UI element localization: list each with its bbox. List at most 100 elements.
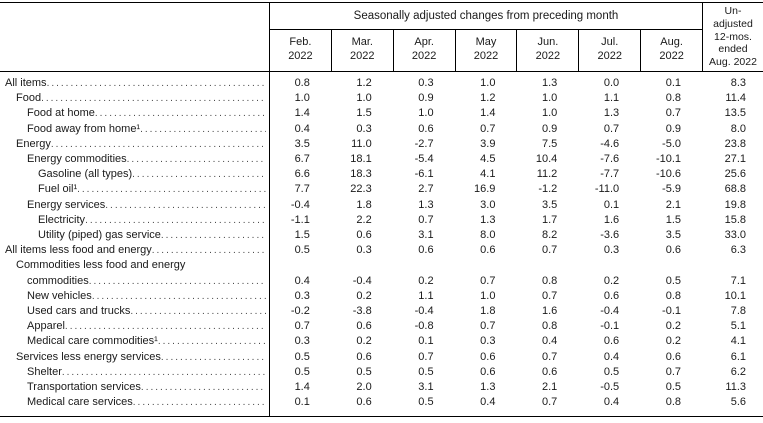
cell-mar: 0.3 <box>356 122 372 135</box>
cell-apr: 3.1 <box>418 229 434 242</box>
row-label: Food away from home¹ <box>0 121 270 137</box>
cell-12mo-unadjusted: 25.6 <box>724 168 747 181</box>
row-label-text: Fuel oil¹ <box>38 183 78 196</box>
cell-feb: 6.7 <box>294 153 310 166</box>
cell-feb: 0.4 <box>294 274 310 287</box>
cell-aug: 0.5 <box>665 381 682 394</box>
dot-leader <box>132 167 266 182</box>
table-body: All items 0.8 1.2 0.3 1.0 1.3 0.0 0.1 8.3 Food 1.0… <box>0 72 763 418</box>
dot-leader <box>161 350 266 365</box>
row-label-text: Energy services <box>27 198 106 211</box>
cell-jun: 0.7 <box>542 289 558 302</box>
cell-may: 0.7 <box>480 320 496 333</box>
dot-leader <box>105 198 266 213</box>
cell-feb: 6.6 <box>294 168 310 181</box>
table-row: Medical care commodities¹ 0.3 0.2 0.1 0.3 0.4… <box>0 334 763 350</box>
seasonally-adjusted-columns: Seasonally adjusted changes from precedi… <box>270 3 703 71</box>
row-label-text: Electricity <box>38 213 86 226</box>
table-row: Energy 3.5 11.0 -2.7 3.9 7.5 -4.6 -5.0 23.8 <box>0 136 763 153</box>
cell-apr: -5.4 <box>414 153 434 166</box>
cell-jun: 2.1 <box>542 381 558 394</box>
cell-may: 1.0 <box>480 289 496 302</box>
cell-aug: 1.5 <box>665 213 682 226</box>
cell-aug: 0.9 <box>665 122 682 135</box>
cell-jun: 0.8 <box>542 274 558 287</box>
cell-aug: -10.6 <box>655 168 682 181</box>
cell-jul: 0.1 <box>603 198 620 211</box>
month-header-apr: Apr. 2022 <box>394 30 456 71</box>
cell-aug: 0.7 <box>665 365 682 378</box>
row-label: Energy commodities <box>0 152 270 168</box>
cell-apr: 0.5 <box>418 396 434 409</box>
dot-leader <box>85 213 266 228</box>
cell-may: 16.9 <box>474 183 496 196</box>
row-label: Food at home <box>0 106 270 122</box>
row-label-text: Food at home <box>27 107 95 120</box>
cell-aug: 0.1 <box>665 77 682 89</box>
cell-feb: 0.7 <box>294 320 310 333</box>
table-row: Used cars and trucks -0.2 -3.8 -0.4 1.8 1.6 -0… <box>0 304 763 320</box>
cell-12mo-unadjusted: 5.6 <box>730 396 747 409</box>
row-label-text: Food away from home¹ <box>27 122 141 135</box>
table-row: All items 0.8 1.2 0.3 1.0 1.3 0.0 0.1 8.3 <box>0 76 763 92</box>
table-row: Electricity -1.1 2.2 0.7 1.3 1.7 1.6 1.5 15.8 <box>0 212 763 229</box>
cell-jun: 0.7 <box>542 396 558 409</box>
cell-mar: 0.2 <box>356 289 372 302</box>
cell-may: 1.2 <box>480 92 496 105</box>
row-label: Medical care commodities¹ <box>0 334 270 350</box>
cell-jul: -3.6 <box>600 229 620 242</box>
cell-mar: 2.2 <box>356 213 372 226</box>
month-header-jul: Jul. 2022 <box>579 30 642 71</box>
cell-jul: -0.5 <box>600 381 620 394</box>
cell-mar: 0.2 <box>356 335 372 348</box>
cell-may: 3.9 <box>480 137 496 150</box>
cell-apr: -0.4 <box>414 305 434 318</box>
row-label-text: Medical care services <box>27 396 133 409</box>
cell-jun: 1.0 <box>542 107 558 120</box>
cell-12mo-unadjusted: 33.0 <box>724 229 747 242</box>
cell-feb: -1.1 <box>290 213 310 226</box>
cell-apr: 0.5 <box>418 365 434 378</box>
cell-mar: 1.2 <box>356 77 372 89</box>
dot-leader <box>140 122 266 137</box>
cell-aug: 0.8 <box>665 289 682 302</box>
dot-leader <box>161 228 266 243</box>
row-label-text: Transportation services <box>27 381 141 394</box>
cell-aug: -5.0 <box>662 137 682 150</box>
cell-jul: 1.6 <box>603 213 620 226</box>
cell-jun: 0.8 <box>542 320 558 333</box>
row-label: Commodities less food and energy commodit… <box>0 258 270 289</box>
row-label-text: All items <box>5 77 47 89</box>
cell-jul: 0.4 <box>603 350 620 363</box>
cell-jul: 1.3 <box>603 107 620 120</box>
cell-may: 1.0 <box>480 77 496 89</box>
row-label-text: Shelter <box>27 365 62 378</box>
row-label-text: Medical care commodities¹ <box>27 335 158 348</box>
dot-leader <box>65 319 266 334</box>
cell-feb: 3.5 <box>294 137 310 150</box>
cell-jun: 0.9 <box>542 122 558 135</box>
cell-jun: 10.4 <box>535 153 558 166</box>
row-label: Energy services <box>0 197 270 213</box>
cell-aug: -0.1 <box>662 305 682 318</box>
cell-mar: 0.5 <box>356 365 372 378</box>
table-row: Gasoline (all types) 6.6 18.3 -6.1 4.1 11.2 -7… <box>0 167 763 183</box>
cell-jun: 1.6 <box>542 305 558 318</box>
row-label-text: Services less energy services <box>16 350 161 363</box>
month-header-jun: Jun. 2022 <box>517 30 580 71</box>
cell-apr: 0.7 <box>418 213 434 226</box>
cell-feb: 1.4 <box>294 381 310 394</box>
cell-mar: 0.6 <box>356 350 372 363</box>
cell-jul: -11.0 <box>594 183 620 196</box>
table-row: Shelter 0.5 0.5 0.5 0.6 0.6 0.5 0.7 6.2 <box>0 364 763 381</box>
cell-jun: 0.6 <box>542 365 558 378</box>
cell-mar: 18.3 <box>350 168 372 181</box>
month-header-mar: Mar. 2022 <box>332 30 394 71</box>
cell-apr: 3.1 <box>418 381 434 394</box>
unadjusted-header: Un-adjusted 12-mos. ended Aug. 2022 <box>709 5 757 69</box>
cell-may: 0.6 <box>480 365 496 378</box>
cell-12mo-unadjusted: 15.8 <box>724 213 747 226</box>
row-label: Food <box>0 91 270 107</box>
table-row: Apparel 0.7 0.6 -0.8 0.7 0.8 -0.1 0.2 5.1 <box>0 319 763 335</box>
cell-feb: 1.5 <box>294 229 310 242</box>
